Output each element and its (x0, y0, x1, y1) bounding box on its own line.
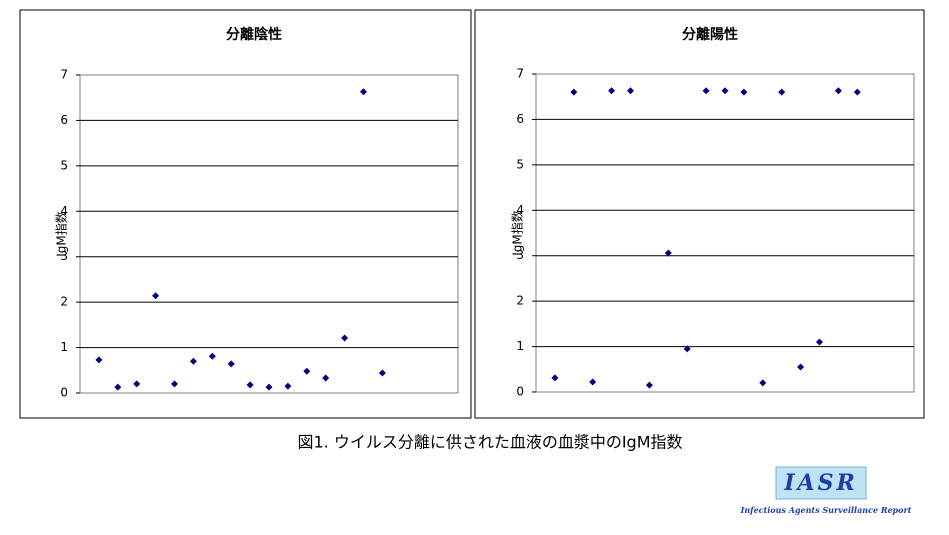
data-point (171, 380, 178, 388)
chart-title: 分離陽性 (682, 26, 738, 43)
data-point (265, 383, 273, 391)
y-tick-label: 4 (60, 204, 68, 218)
y-tick-label: 1 (516, 339, 524, 353)
y-tick-label: 0 (516, 385, 524, 399)
data-point (322, 374, 330, 382)
data-point (341, 334, 349, 342)
caption: 図1. ウイルス分離に供された血液の血漿中のIgM指数 (297, 433, 682, 452)
y-axis-label: IgM指数 (510, 210, 525, 256)
plot-area (535, 73, 915, 393)
data-point (360, 88, 367, 96)
data-point (778, 88, 786, 96)
logo-subtitle: Infectious Agents Surveillance Report (740, 505, 912, 515)
data-point (570, 88, 578, 96)
logo-box (775, 466, 867, 500)
data-point (551, 374, 559, 382)
data-point (284, 382, 292, 390)
data-point (702, 87, 710, 95)
data-point (378, 369, 386, 377)
data-point (834, 87, 842, 95)
data-point (740, 88, 748, 96)
data-point (608, 87, 616, 95)
data-point (152, 292, 160, 300)
data-point (114, 383, 122, 391)
data-point (627, 87, 634, 95)
data-point (683, 345, 691, 353)
y-tick-label: 1 (60, 340, 68, 354)
y-tick-label: 3 (60, 249, 68, 263)
data-point (853, 88, 861, 96)
data-point (664, 249, 672, 257)
data-point (589, 378, 597, 386)
y-tick-label: 3 (516, 248, 524, 262)
y-tick-label: 2 (60, 295, 68, 309)
logo-text: IASR (783, 470, 858, 496)
chart-title: 分離陰性 (226, 26, 282, 43)
y-tick-label: 5 (60, 158, 68, 172)
data-point (645, 381, 653, 389)
y-tick-label: 6 (516, 112, 524, 126)
plot-area (79, 74, 459, 394)
data-point (208, 352, 216, 360)
y-tick-label: 6 (60, 113, 68, 127)
data-point (133, 380, 141, 388)
y-axis-label: IgM指数 (54, 211, 69, 257)
y-tick-label: 0 (60, 386, 68, 400)
y-tick-label: 2 (516, 294, 524, 308)
data-point (797, 363, 805, 371)
data-point (759, 379, 767, 387)
y-tick-label: 7 (516, 67, 524, 81)
data-point (227, 360, 235, 368)
data-point (816, 338, 823, 346)
data-point (95, 356, 103, 364)
data-point (246, 381, 254, 389)
data-point (303, 367, 311, 375)
data-point (721, 87, 729, 95)
y-tick-label: 5 (516, 157, 524, 171)
y-tick-label: 4 (516, 203, 524, 217)
data-point (189, 357, 197, 365)
y-tick-label: 7 (60, 68, 68, 82)
